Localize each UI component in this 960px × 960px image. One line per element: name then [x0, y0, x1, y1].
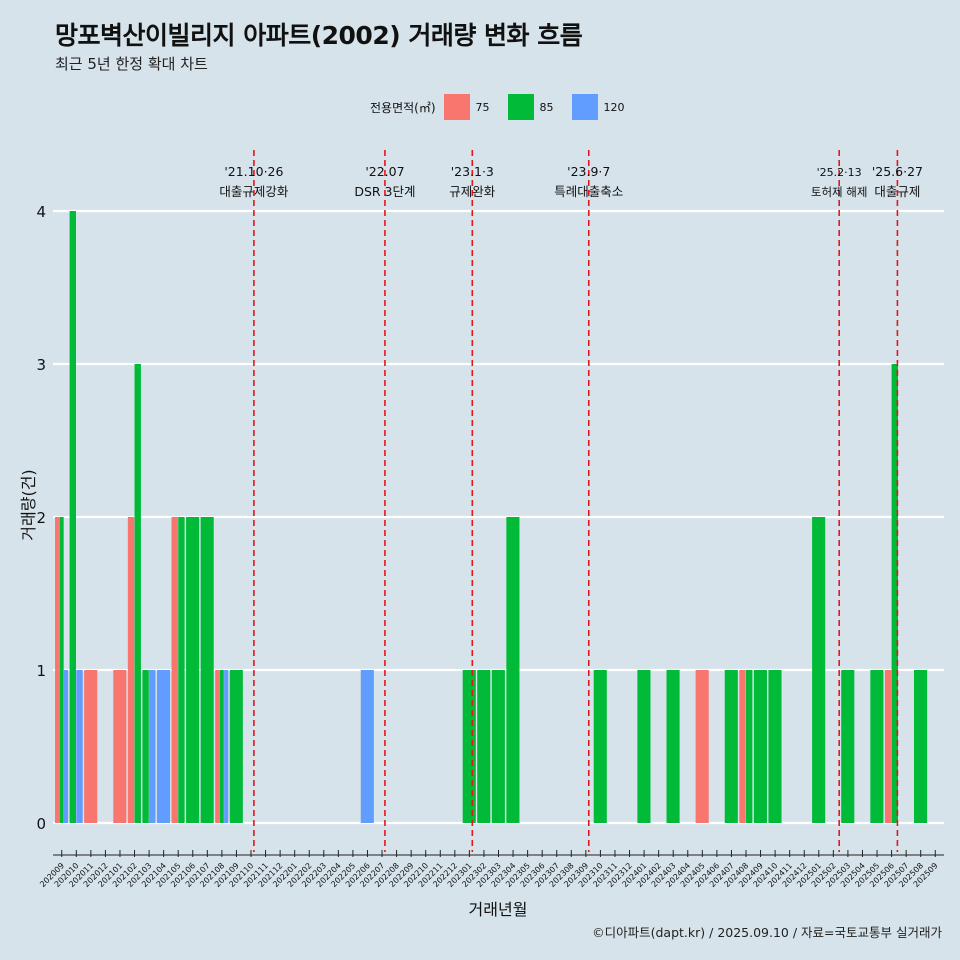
bar-202401-85: [637, 670, 651, 823]
event-date-label: '22.07: [365, 164, 404, 179]
bar-202303-85: [491, 670, 505, 823]
caption: ©디아파트(dapt.kr) / 2025.09.10 / 자료=국토교통부 실…: [592, 925, 942, 940]
bar-202106-85: [186, 517, 200, 823]
bar-202410-85: [768, 670, 782, 823]
event-label: 대출규제: [874, 184, 920, 199]
y-tick-label: 4: [36, 203, 46, 221]
legend-swatch-85: [507, 94, 534, 120]
x-axis-title: 거래년월: [469, 900, 528, 919]
bar-202206-120: [360, 670, 374, 823]
bar-202506-85: [891, 364, 898, 823]
bar-202105-85: [178, 517, 185, 823]
legend-swatch-120: [571, 94, 598, 120]
bar-202011-75: [84, 670, 98, 823]
bar-202301-85: [462, 670, 476, 823]
bar-202506-75: [884, 670, 892, 823]
bar-202109-85: [229, 670, 243, 823]
bar-202407-85: [724, 670, 738, 823]
bar-202105-75: [171, 517, 178, 823]
bar-202010-120: [76, 670, 83, 823]
bar-202505-85: [870, 670, 884, 823]
bar-202503-85: [841, 670, 855, 823]
legend-title: 전용면적(㎡): [370, 100, 436, 115]
y-tick-label: 2: [36, 509, 46, 527]
bar-202408-75: [739, 670, 746, 823]
bar-202108-120: [224, 670, 229, 823]
legend-swatch-75: [443, 94, 470, 120]
y-axis-title: 거래량(건): [19, 469, 38, 540]
bar-202508-85: [914, 670, 928, 823]
bar-202501-85: [812, 517, 826, 823]
legend: 전용면적(㎡) 75 85 120: [370, 94, 643, 120]
bar-202103-85: [142, 670, 149, 823]
bar-202108-85: [219, 670, 224, 823]
chart-title: 망포벽산이빌리지 아파트(2002) 거래량 변화 흐름: [55, 21, 583, 50]
legend-label-120: 120: [603, 100, 625, 114]
event-label: DSR 3단계: [354, 184, 415, 199]
bar-202403-85: [666, 670, 680, 823]
event-label: 토허제 해제: [811, 185, 868, 199]
event-date-label: '23.9·7: [567, 164, 610, 179]
bar-202010-85: [69, 211, 76, 823]
legend-label-85: 85: [539, 100, 554, 114]
event-date-label: '25.2·13: [817, 166, 862, 179]
chart-subtitle: 최근 5년 한정 확대 차트: [55, 55, 208, 73]
bar-202104-120: [156, 670, 171, 823]
bar-202304-85: [506, 517, 520, 823]
bar-202102-85: [134, 364, 141, 823]
bar-202405-75: [695, 670, 709, 823]
bar-202310-85: [593, 670, 607, 823]
bar-202009-85: [59, 517, 64, 823]
y-tick-label: 0: [36, 815, 46, 833]
bar-202102-75: [127, 517, 135, 823]
bar-202302-85: [477, 670, 491, 823]
event-date-label: '25.6·27: [872, 164, 923, 179]
bar-202103-120: [149, 670, 156, 823]
bar-202107-85: [200, 517, 214, 823]
y-tick-label: 1: [36, 662, 46, 680]
y-tick-label: 3: [36, 356, 46, 374]
event-date-label: '21.10·26: [224, 164, 283, 179]
bar-202108-75: [215, 670, 220, 823]
legend-label-75: 75: [475, 100, 490, 114]
bar-202101-75: [113, 670, 127, 823]
bar-202408-85: [746, 670, 753, 823]
event-label: 특례대출축소: [554, 184, 623, 199]
bar-202409-85: [753, 670, 767, 823]
event-date-label: '23.1·3: [451, 164, 494, 179]
bar-202009-120: [63, 670, 69, 823]
event-label: 규제완화: [449, 184, 496, 199]
event-label: 대출규제강화: [219, 184, 289, 199]
bar-202009-75: [55, 517, 60, 823]
